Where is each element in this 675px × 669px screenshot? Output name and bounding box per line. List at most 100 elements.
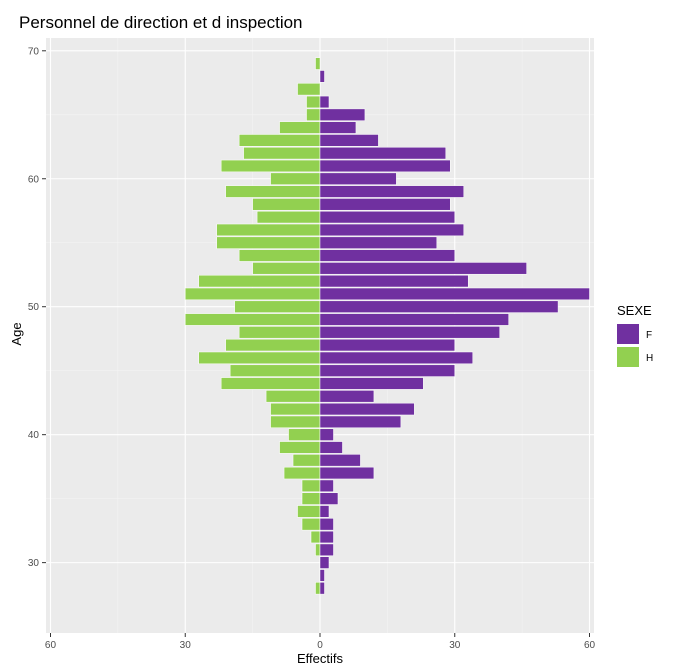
bar-f-age-39 — [319, 441, 343, 454]
bar-f-age-48 — [319, 326, 500, 339]
bar-f-age-28 — [319, 582, 325, 595]
legend-label-f: F — [646, 330, 652, 341]
bar-h-age-53 — [252, 262, 321, 275]
bar-f-age-36 — [319, 479, 334, 492]
bar-h-age-58 — [252, 198, 321, 211]
series-h-bars — [184, 57, 321, 595]
y-tick-label: 60 — [28, 174, 40, 185]
bar-f-age-55 — [319, 236, 438, 249]
bar-h-age-32 — [310, 530, 321, 544]
bar-h-age-34 — [297, 505, 321, 518]
bar-h-age-67 — [297, 83, 321, 96]
bar-h-age-64 — [279, 121, 321, 134]
bar-h-age-37 — [283, 466, 321, 480]
y-tick-label: 40 — [28, 430, 40, 441]
bar-h-age-48 — [238, 326, 321, 339]
bar-f-age-33 — [319, 518, 334, 531]
bar-h-age-50 — [234, 300, 321, 313]
bar-f-age-34 — [319, 505, 330, 518]
legend-key-h — [617, 347, 639, 367]
x-axis-title: Effectifs — [297, 651, 344, 666]
bar-f-age-66 — [319, 95, 330, 109]
bar-h-age-69 — [315, 57, 321, 70]
bar-f-age-60 — [319, 172, 397, 185]
bar-f-age-52 — [319, 274, 469, 288]
bar-h-age-44 — [220, 377, 321, 390]
bar-h-age-46 — [198, 351, 321, 365]
bar-h-age-63 — [238, 134, 321, 147]
x-tick-label: 60 — [584, 640, 596, 651]
bar-h-age-36 — [301, 479, 321, 492]
x-tick-label: 30 — [449, 640, 461, 651]
bar-f-age-68 — [319, 70, 325, 83]
legend-label-h: H — [646, 353, 653, 364]
bar-h-age-41 — [270, 415, 321, 429]
bar-h-age-40 — [288, 428, 321, 441]
legend: SEXE F H — [617, 303, 653, 367]
bar-f-age-57 — [319, 211, 456, 224]
y-tick-label: 50 — [28, 302, 40, 313]
legend-title: SEXE — [617, 303, 652, 318]
bar-h-age-35 — [301, 492, 321, 505]
bar-f-age-40 — [319, 428, 334, 441]
bar-h-age-33 — [301, 518, 321, 531]
bar-f-age-53 — [319, 262, 527, 275]
bar-h-age-62 — [243, 147, 321, 160]
bar-h-age-60 — [270, 172, 321, 185]
bar-f-age-46 — [319, 351, 473, 365]
bar-f-age-63 — [319, 134, 379, 147]
bar-f-age-32 — [319, 530, 334, 544]
bar-h-age-39 — [279, 441, 321, 454]
bar-h-age-43 — [265, 390, 321, 403]
bar-f-age-51 — [319, 287, 590, 301]
x-tick-label: 60 — [45, 640, 57, 651]
y-axis-title: Age — [9, 322, 24, 345]
x-axis-ticks: 60 30 0 30 60 — [45, 633, 596, 651]
bar-h-age-31 — [315, 543, 321, 556]
bar-f-age-61 — [319, 159, 451, 173]
x-tick-label: 0 — [317, 640, 323, 651]
bar-f-age-42 — [319, 402, 415, 416]
bar-f-age-54 — [319, 249, 456, 262]
bar-f-age-41 — [319, 415, 402, 429]
bar-h-age-51 — [184, 287, 321, 301]
x-tick-label: 30 — [180, 640, 192, 651]
bar-h-age-65 — [306, 108, 321, 121]
y-tick-label: 30 — [28, 558, 40, 569]
bar-f-age-43 — [319, 390, 375, 403]
bar-h-age-38 — [292, 454, 321, 467]
bar-f-age-47 — [319, 338, 456, 352]
bar-h-age-47 — [225, 338, 321, 352]
y-axis-ticks: 30 40 50 60 70 — [28, 46, 46, 569]
bar-f-age-56 — [319, 223, 464, 237]
bar-f-age-62 — [319, 147, 447, 160]
bar-f-age-58 — [319, 198, 451, 211]
bar-f-age-59 — [319, 185, 464, 198]
bar-f-age-29 — [319, 569, 325, 582]
bar-f-age-50 — [319, 300, 559, 313]
bar-f-age-35 — [319, 492, 339, 505]
bar-h-age-61 — [220, 159, 321, 173]
bar-h-age-45 — [229, 364, 321, 377]
bar-f-age-37 — [319, 466, 375, 480]
bar-h-age-66 — [306, 95, 321, 109]
bar-f-age-64 — [319, 121, 357, 134]
bar-f-age-38 — [319, 454, 361, 467]
bar-h-age-49 — [184, 313, 321, 326]
chart-title: Personnel de direction et d inspection — [19, 13, 303, 32]
bar-h-age-52 — [198, 274, 321, 288]
bar-h-age-55 — [216, 236, 321, 249]
bar-f-age-65 — [319, 108, 366, 121]
bar-h-age-56 — [216, 223, 321, 237]
bar-h-age-28 — [315, 582, 321, 595]
bar-h-age-42 — [270, 402, 321, 416]
bar-f-age-30 — [319, 556, 330, 569]
bar-f-age-49 — [319, 313, 509, 326]
bar-h-age-57 — [256, 211, 321, 224]
bar-f-age-44 — [319, 377, 424, 390]
y-tick-label: 70 — [28, 46, 40, 57]
bar-h-age-54 — [238, 249, 321, 262]
legend-key-f — [617, 324, 639, 344]
series-f-bars — [319, 70, 590, 595]
